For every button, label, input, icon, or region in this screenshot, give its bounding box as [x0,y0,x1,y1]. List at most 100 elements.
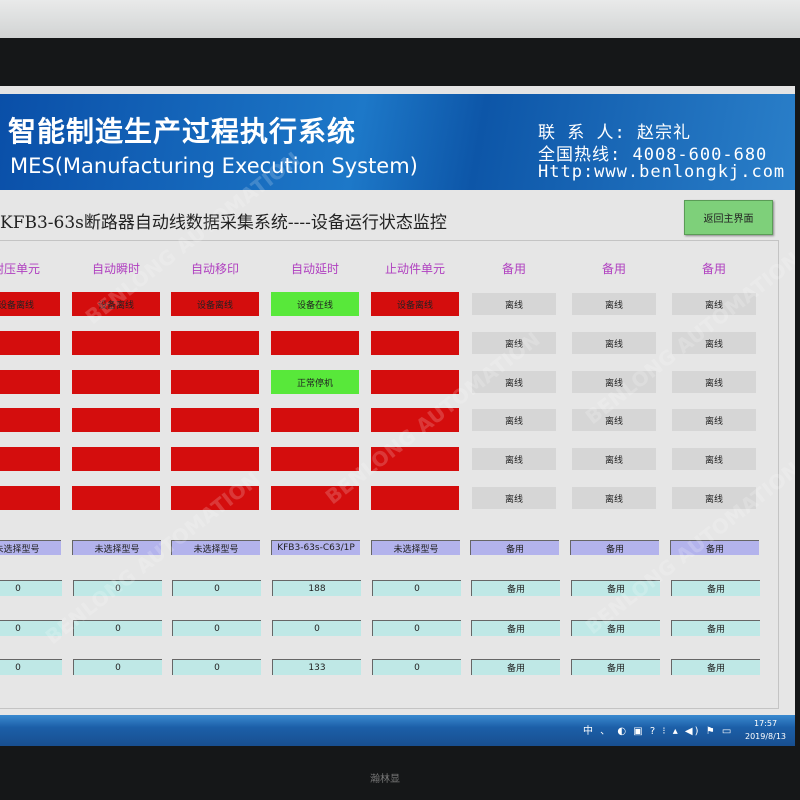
system-subtitle: MES(Manufacturing Execution System) [10,154,418,178]
background-wall [0,0,800,42]
monitor-brand: 瀚林显 [370,774,400,785]
status-indicator [0,486,60,510]
taskbar: 中 、 ◐ ▣ ? ⁝ ▴ ◀) ⚑ ▭ 17:57 2019/8/13 [0,715,795,746]
monitor-screen: 智能制造生产过程执行系统 MES(Manufacturing Execution… [0,86,795,746]
status-indicator: 离线 [472,487,556,509]
count-field: 备用 [571,620,660,636]
column-header: 备用 [701,262,726,276]
status-indicator: 离线 [572,448,656,470]
column-header: 自动延时 [290,262,339,276]
status-indicator [0,408,60,432]
status-indicator [0,331,60,355]
status-indicator: 设备离线 [171,292,259,316]
status-indicator [171,447,259,471]
count-field: 0 [73,659,162,675]
model-field: 未选择型号 [371,540,460,555]
status-indicator: 离线 [672,409,756,431]
clock[interactable]: 17:57 2019/8/13 [745,717,786,743]
system-tray[interactable]: 中 、 ◐ ▣ ? ⁝ ▴ ◀) ⚑ ▭ [583,726,734,737]
count-field: 133 [272,659,361,675]
contact-person: 联 系 人: 赵宗礼 [538,123,691,143]
status-indicator [271,486,359,510]
status-indicator: 离线 [672,371,756,393]
status-indicator: 离线 [572,332,656,354]
count-field: 备用 [671,580,760,596]
model-field: KFB3-63s-C63/1P [271,540,360,555]
status-indicator [0,447,60,471]
count-field: 0 [0,659,62,675]
status-indicator: 离线 [572,293,656,315]
count-field: 0 [172,659,261,675]
monitor-panel: KFB3-63s断路器自动线数据采集系统----设备运行状态监控 返回主界面 耐… [0,190,795,715]
count-field: 备用 [471,659,560,675]
status-indicator: 离线 [472,409,556,431]
count-field: 0 [272,620,361,636]
status-indicator [72,486,160,510]
count-field: 188 [272,580,361,596]
status-indicator: 离线 [472,293,556,315]
status-indicator: 正常停机 [271,370,359,394]
model-field: 未选择型号 [72,540,161,555]
status-indicator: 离线 [572,409,656,431]
column-header: 备用 [501,262,526,276]
model-field: 备用 [570,540,659,555]
count-field: 0 [73,580,162,596]
website: Http:www.benlongkj.com [538,162,786,182]
column-header: 自动瞬时 [91,262,140,276]
hotline: 全国热线: 4008-600-680 [538,145,768,165]
system-title: 智能制造生产过程执行系统 [8,115,357,148]
header-banner: 智能制造生产过程执行系统 MES(Manufacturing Execution… [0,94,795,190]
status-indicator [72,370,160,394]
count-field: 备用 [571,580,660,596]
page-title: KFB3-63s断路器自动线数据采集系统----设备运行状态监控 [0,213,447,233]
status-indicator: 设备离线 [72,292,160,316]
status-indicator [171,331,259,355]
count-field: 0 [73,620,162,636]
status-grid-frame [0,240,779,709]
status-indicator: 设备离线 [0,292,60,316]
count-field: 备用 [471,580,560,596]
status-indicator: 设备离线 [371,292,459,316]
count-field: 备用 [571,659,660,675]
status-indicator [72,447,160,471]
column-header: 自动移印 [190,262,239,276]
status-indicator: 离线 [472,448,556,470]
status-indicator: 离线 [672,332,756,354]
status-indicator [371,486,459,510]
return-main-button[interactable]: 返回主界面 [684,200,773,235]
column-header: 耐压单元 [0,262,40,276]
status-indicator [271,331,359,355]
status-indicator: 离线 [672,293,756,315]
status-indicator [271,447,359,471]
status-indicator: 离线 [672,448,756,470]
status-indicator [171,408,259,432]
model-field: 备用 [670,540,759,555]
count-field: 备用 [671,620,760,636]
count-field: 0 [0,620,62,636]
status-indicator [271,408,359,432]
clock-time: 17:57 [753,719,778,728]
count-field: 0 [372,659,461,675]
status-indicator [371,408,459,432]
status-indicator [171,486,259,510]
status-indicator: 离线 [472,332,556,354]
status-indicator: 离线 [572,371,656,393]
count-field: 0 [372,580,461,596]
column-header: 止动件单元 [384,262,445,276]
count-field: 备用 [671,659,760,675]
status-indicator [371,447,459,471]
status-indicator: 离线 [672,487,756,509]
model-field: 未选择型号 [0,540,61,555]
model-field: 未选择型号 [171,540,260,555]
count-field: 备用 [471,620,560,636]
clock-date: 2019/8/13 [745,732,787,741]
status-indicator [371,370,459,394]
status-indicator [72,331,160,355]
count-field: 0 [172,620,261,636]
status-indicator: 离线 [572,487,656,509]
status-indicator: 离线 [472,371,556,393]
count-field: 0 [0,580,62,596]
count-field: 0 [172,580,261,596]
count-field: 0 [372,620,461,636]
status-indicator: 设备在线 [271,292,359,316]
